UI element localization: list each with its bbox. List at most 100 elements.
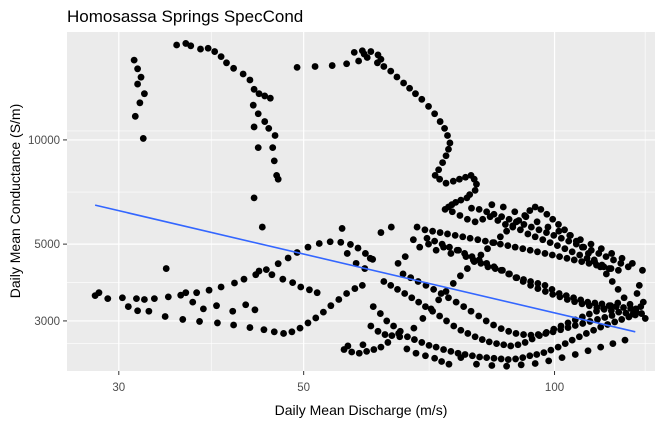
data-point xyxy=(438,240,446,248)
data-point xyxy=(527,223,535,231)
data-point xyxy=(464,330,472,337)
data-point xyxy=(473,180,480,188)
data-point xyxy=(561,226,568,234)
data-point xyxy=(319,308,327,316)
data-point xyxy=(421,226,429,234)
data-point xyxy=(366,254,374,262)
data-point xyxy=(354,244,362,252)
data-point xyxy=(570,256,578,264)
x-tick-label: 100 xyxy=(545,382,564,394)
data-point xyxy=(255,90,263,98)
data-point xyxy=(520,331,527,338)
data-point xyxy=(230,64,238,72)
data-point xyxy=(474,236,482,244)
data-point xyxy=(406,84,413,92)
data-point xyxy=(457,354,465,362)
data-point xyxy=(410,324,418,332)
data-point xyxy=(608,250,616,257)
data-point xyxy=(409,236,417,244)
data-point xyxy=(442,152,450,160)
data-point xyxy=(441,124,448,132)
data-point xyxy=(534,280,542,287)
data-point xyxy=(326,238,334,246)
data-point xyxy=(534,248,541,256)
data-points xyxy=(91,40,649,370)
data-point xyxy=(475,205,483,213)
data-point xyxy=(205,286,213,294)
data-point xyxy=(463,265,471,272)
data-point xyxy=(118,294,126,302)
data-point xyxy=(304,319,312,327)
data-point xyxy=(197,45,204,53)
data-point xyxy=(459,233,467,241)
data-point xyxy=(419,315,427,322)
data-point xyxy=(602,270,610,278)
data-point xyxy=(250,85,258,93)
data-point xyxy=(435,296,443,304)
data-point xyxy=(541,250,549,257)
data-point xyxy=(384,339,392,346)
data-point xyxy=(230,321,238,329)
data-point xyxy=(440,346,447,353)
data-point xyxy=(497,325,505,333)
data-point xyxy=(393,73,401,81)
data-point xyxy=(633,290,641,297)
data-point xyxy=(607,302,615,310)
data-point xyxy=(444,230,451,238)
data-point xyxy=(177,291,185,299)
data-point xyxy=(563,254,571,262)
data-point xyxy=(638,310,645,317)
data-point xyxy=(456,175,463,183)
data-point xyxy=(383,317,391,325)
data-point xyxy=(446,243,453,251)
data-point xyxy=(531,360,539,367)
data-point xyxy=(556,293,564,301)
data-point xyxy=(408,294,416,302)
data-point xyxy=(403,345,411,353)
data-point xyxy=(288,328,296,336)
data-point xyxy=(452,298,460,306)
data-point xyxy=(445,294,452,302)
data-point xyxy=(596,263,604,271)
data-point xyxy=(504,242,512,250)
data-point xyxy=(567,231,574,239)
data-point xyxy=(593,304,601,311)
data-point xyxy=(533,351,541,358)
data-point xyxy=(250,123,258,131)
data-point xyxy=(635,281,643,289)
data-point xyxy=(442,179,450,187)
data-point xyxy=(381,331,389,338)
data-point xyxy=(229,307,237,315)
data-point xyxy=(507,342,515,350)
data-point xyxy=(431,354,439,362)
data-point xyxy=(436,118,444,125)
data-point xyxy=(475,312,483,320)
data-point xyxy=(355,57,363,65)
data-point xyxy=(584,250,592,257)
data-point xyxy=(134,65,141,73)
x-tick-label: 50 xyxy=(297,382,310,394)
data-point xyxy=(575,333,583,341)
data-point xyxy=(270,328,278,336)
data-point xyxy=(490,354,498,362)
data-point xyxy=(242,301,250,309)
data-point xyxy=(161,313,169,320)
data-point xyxy=(261,118,269,125)
data-point xyxy=(133,295,140,303)
data-point xyxy=(246,324,254,331)
data-point xyxy=(488,362,496,369)
data-point xyxy=(400,79,407,87)
data-point xyxy=(450,322,458,330)
data-point xyxy=(557,234,565,242)
data-point xyxy=(377,343,385,351)
data-point xyxy=(585,302,593,310)
data-point xyxy=(512,274,520,282)
data-point xyxy=(626,300,634,308)
data-point xyxy=(432,246,440,254)
data-point xyxy=(501,221,509,228)
data-point xyxy=(269,144,277,152)
data-point xyxy=(387,67,395,75)
data-point xyxy=(363,347,371,355)
data-point xyxy=(355,349,363,357)
data-point xyxy=(514,341,522,349)
